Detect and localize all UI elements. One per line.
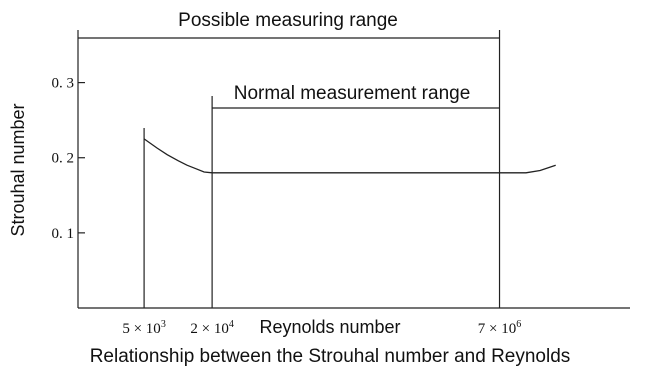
x-ticks: 5 × 103 2 × 104 7 × 106 — [122, 319, 521, 337]
x-tick-label: 7 × 106 — [478, 319, 521, 337]
x-tick-label-base: 5 × 10 — [122, 321, 160, 337]
x-tick-label-exponent: 6 — [516, 319, 521, 330]
y-ticks: 0. 1 0. 2 0. 3 — [52, 76, 85, 242]
strouhal-curve — [143, 138, 556, 174]
y-tick-label: 0. 2 — [52, 151, 75, 167]
x-axis-label: Reynolds number — [259, 317, 400, 337]
series-group — [143, 138, 556, 174]
x-tick-label-exponent: 3 — [161, 319, 166, 330]
normal-range-label: Normal measurement range — [234, 83, 471, 104]
range-annotations: Possible measuring range Normal measureme… — [78, 10, 501, 308]
x-tick-label-base: 2 × 10 — [190, 321, 228, 337]
chart-caption: Relationship between the Strouhal number… — [90, 346, 571, 367]
x-tick-label: 5 × 103 — [122, 319, 165, 337]
y-tick-label: 0. 1 — [52, 226, 75, 242]
y-tick-label: 0. 3 — [52, 76, 75, 92]
x-tick-label-base: 7 × 10 — [478, 321, 516, 337]
x-tick-label-exponent: 4 — [229, 319, 234, 330]
possible-range-label: Possible measuring range — [178, 10, 398, 31]
x-tick-label: 2 × 104 — [190, 319, 233, 337]
y-axis-label: Strouhal number — [8, 103, 28, 236]
